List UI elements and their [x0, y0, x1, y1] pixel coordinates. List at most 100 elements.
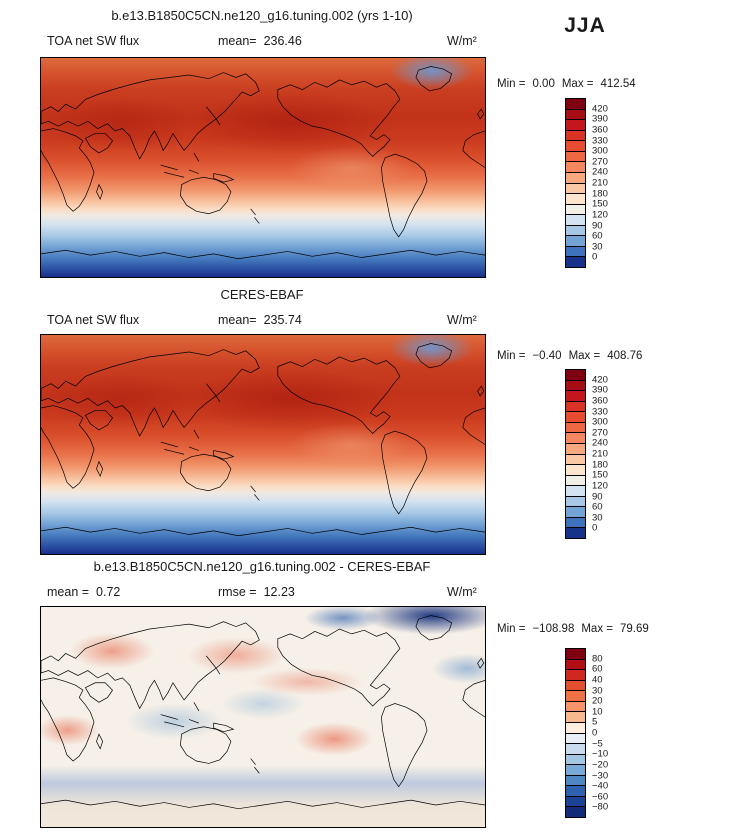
- colorbar-boxes: [565, 369, 586, 539]
- colorbar-box: [566, 236, 585, 247]
- colorbar-box: [566, 796, 585, 808]
- mean-value: 235.74: [263, 313, 302, 327]
- colorbar-box: [566, 120, 585, 131]
- colorbar-level-label: 120: [592, 480, 608, 492]
- colorbar-box: [566, 712, 585, 723]
- colorbar-box: [566, 691, 585, 702]
- obs-header-row: TOA net SW flux mean= 235.74 W/m²: [0, 313, 733, 329]
- colorbar-level-label: −20: [592, 759, 609, 771]
- colorbar-box: [566, 109, 585, 121]
- rmse-label: rmse =: [218, 585, 257, 599]
- colorbar-level-label: 60: [592, 663, 603, 675]
- colorbar-box: [566, 246, 585, 258]
- colorbar-level-label: 360: [592, 124, 608, 136]
- colorbar-box: [566, 443, 585, 455]
- colorbar-level-label: 240: [592, 166, 608, 178]
- diff-colorbar: 80 60 40 30 20 10 5 0 −5 −10 −20 −30 −40 −60 −80: [565, 648, 635, 818]
- colorbar-box: [566, 475, 585, 487]
- colorbar-level-label: 0: [592, 522, 598, 534]
- colorbar-box: [566, 257, 585, 267]
- colorbar-labels: 80 60 40 30 20 10 5 0 −5 −10 −20 −30 −40 −60 −80: [592, 648, 634, 818]
- colorbar-level-label: 420: [592, 103, 608, 115]
- colorbar-level-label: 0: [592, 251, 598, 263]
- model-panel-title: b.e13.B1850C5CN.ne120_g16.tuning.002 (yr…: [111, 8, 413, 23]
- colorbar-box: [566, 151, 585, 163]
- colorbar-level-label: 300: [592, 416, 608, 428]
- model-header-row: TOA net SW flux mean= 236.46 W/m²: [0, 34, 733, 50]
- colorbar-box: [566, 194, 585, 205]
- colorbar-level-label: 60: [592, 501, 603, 513]
- colorbar-box: [566, 162, 585, 173]
- colorbar-box: [566, 486, 585, 497]
- obs-minmax-line: Min = −0.40 Max = 408.76: [497, 350, 649, 362]
- colorbar-box: [566, 130, 585, 142]
- colorbar-level-label: −30: [592, 770, 609, 781]
- obs-mean-stat: mean= 235.74: [218, 313, 302, 327]
- mean-label: mean=: [218, 313, 257, 327]
- diff-mean-stat: mean = 0.72: [47, 585, 120, 599]
- mean-label: mean=: [218, 34, 257, 48]
- colorbar-level-label: 150: [592, 469, 608, 481]
- colorbar-box: [566, 225, 585, 237]
- colorbar-level-label: 120: [592, 209, 608, 221]
- colorbar-box: [566, 733, 585, 745]
- diff-units-label: W/m²: [447, 585, 477, 599]
- colorbar-box: [566, 765, 585, 776]
- colorbar-level-label: 10: [592, 706, 603, 718]
- min-label: Min =: [497, 350, 526, 362]
- min-value: 0.00: [532, 78, 555, 90]
- colorbar-box: [566, 141, 585, 152]
- colorbar-level-label: 30: [592, 685, 603, 696]
- obs-colorbar: 420 390 360 330 300 270 240 210 180 150 120 90 60 30 0: [565, 369, 635, 539]
- colorbar-level-label: 90: [592, 491, 603, 502]
- diff-panel-title: b.e13.B1850C5CN.ne120_g16.tuning.002 - C…: [93, 559, 431, 574]
- colorbar-box: [566, 391, 585, 402]
- colorbar-box: [566, 701, 585, 713]
- diff-minmax-line: Min = −108.98 Max = 79.69: [497, 623, 656, 635]
- colorbar-level-label: 60: [592, 230, 603, 242]
- mean-label: mean =: [47, 585, 90, 599]
- diff-map: [40, 606, 486, 828]
- colorbar-box: [566, 183, 585, 195]
- colorbar-boxes: [565, 648, 586, 818]
- colorbar-level-label: 420: [592, 374, 608, 386]
- colorbar-level-label: 0: [592, 727, 598, 739]
- colorbar-box: [566, 659, 585, 671]
- colorbar-level-label: 270: [592, 156, 608, 168]
- colorbar-box: [566, 680, 585, 692]
- min-value: −0.40: [532, 350, 562, 362]
- obs-variable-label: TOA net SW flux: [47, 313, 140, 327]
- model-mean-stat: mean= 236.46: [218, 34, 302, 48]
- colorbar-box: [566, 507, 585, 518]
- colorbar-level-label: 20: [592, 695, 603, 707]
- coastlines-overlay: [41, 343, 485, 537]
- model-map: [40, 57, 486, 278]
- colorbar-labels: 420 390 360 330 300 270 240 210 180 150 120 90 60 30 0: [592, 98, 634, 268]
- max-label: Max =: [561, 78, 594, 90]
- model-variable-label: TOA net SW flux: [47, 34, 140, 48]
- colorbar-level-label: 180: [592, 459, 608, 471]
- colorbar-box: [566, 722, 585, 734]
- rmse-value: 12.23: [263, 585, 295, 599]
- colorbar-level-label: 40: [592, 674, 603, 686]
- colorbar-box: [566, 775, 585, 787]
- colorbar-level-label: 80: [592, 653, 603, 665]
- max-label: Max =: [568, 350, 601, 362]
- obs-panel-title: CERES-EBAF: [220, 287, 304, 302]
- colorbar-box: [566, 454, 585, 466]
- colorbar-box: [566, 807, 585, 817]
- colorbar-level-label: 390: [592, 384, 608, 396]
- diff-rmse-stat: rmse = 12.23: [218, 585, 295, 599]
- model-colorbar: 420 390 360 330 300 270 240 210 180 150 120 90 60 30 0: [565, 98, 635, 268]
- colorbar-box: [566, 422, 585, 434]
- colorbar-box: [566, 517, 585, 529]
- colorbar-box: [566, 412, 585, 423]
- colorbar-box: [566, 401, 585, 413]
- colorbar-box: [566, 465, 585, 476]
- colorbar-level-label: 30: [592, 512, 603, 524]
- colorbar-level-label: 240: [592, 437, 608, 449]
- colorbar-box: [566, 172, 585, 184]
- colorbar-level-label: −5: [592, 738, 603, 750]
- mean-value: 0.72: [96, 585, 121, 599]
